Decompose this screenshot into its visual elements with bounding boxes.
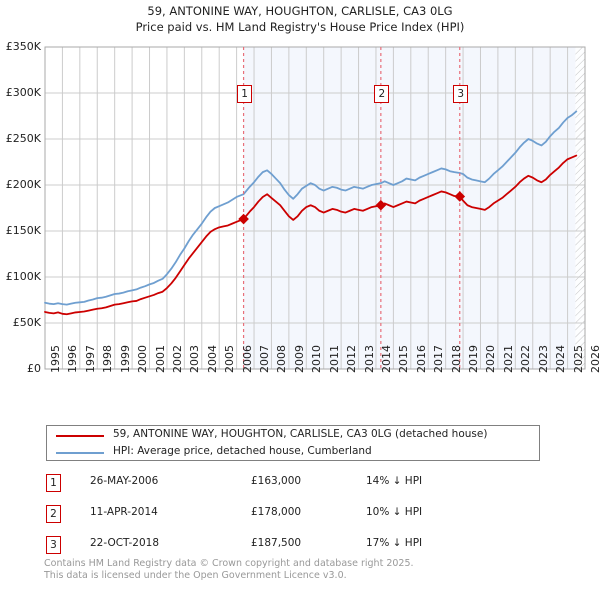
row-marker-number: 1 [46,474,61,492]
x-axis-tick-label: 2017 [432,345,446,373]
table-row: 2 11-APR-2014 £178,000 10% ↓ HPI [46,505,586,523]
x-axis-tick-label: 2007 [258,345,272,373]
x-axis-tick-label: 2010 [310,345,324,373]
x-axis-tick-label: 2006 [240,345,254,373]
title-line-1: 59, ANTONINE WAY, HOUGHTON, CARLISLE, CA… [147,4,453,18]
x-axis-tick-label: 2000 [136,345,150,373]
row-hpi-delta: 14% ↓ HPI [366,475,423,487]
x-axis-tick-label: 2015 [397,345,411,373]
y-axis-tick-label: £200K [5,178,41,191]
y-axis-tick-label: £0 [27,362,41,375]
sale-marker-box: 1 [237,85,253,103]
price-history-chart [44,46,586,370]
row-sale-date: 26-MAY-2006 [90,475,159,487]
row-sale-date: 22-OCT-2018 [90,537,159,549]
x-axis-tick-label: 2022 [519,345,533,373]
x-axis-tick-label: 2020 [484,345,498,373]
x-axis-tick-label: 2011 [327,345,341,373]
x-axis-tick-label: 1995 [49,345,62,373]
x-axis-tick-label: 2005 [223,345,237,373]
table-row: 1 26-MAY-2006 £163,000 14% ↓ HPI [46,474,586,492]
y-axis-tick-label: £250K [5,132,41,145]
x-axis-tick-label: 2026 [589,345,600,373]
y-axis-tick-label: £50K [12,316,41,329]
chart-legend: 59, ANTONINE WAY, HOUGHTON, CARLISLE, CA… [46,425,540,461]
x-axis-tick-label: 2025 [571,345,585,373]
x-axis-tick-label: 2008 [275,345,289,373]
y-axis-tick-label: £100K [5,270,41,283]
y-axis-tick-label: £300K [5,86,41,99]
x-axis-tick-label: 2019 [467,345,481,373]
row-hpi-delta: 10% ↓ HPI [366,506,423,518]
footer-attribution: Contains HM Land Registry data © Crown c… [44,558,584,581]
row-sale-price: £163,000 [251,475,302,487]
page-title: 59, ANTONINE WAY, HOUGHTON, CARLISLE, CA… [0,0,600,35]
x-axis-tick-label: 2004 [205,345,219,373]
sale-marker-box: 2 [374,85,390,103]
x-axis-tick-label: 2016 [414,345,428,373]
row-marker-number: 2 [46,505,61,523]
x-axis-tick-label: 1996 [66,345,80,373]
legend-label-hpi: HPI: Average price, detached house, Cumb… [113,445,372,457]
legend-swatch-property [56,435,104,437]
row-sale-price: £178,000 [251,506,302,518]
x-axis-tick-label: 2023 [536,345,550,373]
legend-swatch-hpi [56,452,104,454]
title-line-2: Price paid vs. HM Land Registry's House … [135,20,465,34]
x-axis-tick-label: 2002 [170,345,184,373]
row-sale-price: £187,500 [251,537,302,549]
x-axis-tick-label: 1998 [101,345,115,373]
footer-line-2: This data is licensed under the Open Gov… [44,569,347,581]
table-row: 3 22-OCT-2018 £187,500 17% ↓ HPI [46,536,586,554]
legend-label-property: 59, ANTONINE WAY, HOUGHTON, CARLISLE, CA… [113,428,488,440]
legend-row-hpi: HPI: Average price, detached house, Cumb… [47,443,539,460]
row-hpi-delta: 17% ↓ HPI [366,537,423,549]
x-axis-tick-label: 2009 [292,345,306,373]
x-axis-tick-label: 2014 [379,345,393,373]
x-axis-tick-label: 2018 [449,345,463,373]
x-axis-tick-label: 2024 [554,345,568,373]
row-marker-number: 3 [46,536,61,554]
x-axis-tick-label: 2001 [153,345,167,373]
footer-line-1: Contains HM Land Registry data © Crown c… [44,558,414,569]
y-axis-tick-label: £150K [5,224,41,237]
x-axis-tick-label: 1999 [118,345,132,373]
legend-row-property: 59, ANTONINE WAY, HOUGHTON, CARLISLE, CA… [47,426,539,443]
x-axis-tick-label: 2012 [345,345,359,373]
x-axis-tick-label: 2003 [188,345,202,373]
sale-marker-box: 3 [453,85,469,103]
row-sale-date: 11-APR-2014 [90,506,158,518]
x-axis-tick-label: 2013 [362,345,376,373]
x-axis-tick-label: 2021 [501,345,515,373]
y-axis-tick-label: £350K [5,40,41,53]
x-axis-tick-label: 1997 [83,345,97,373]
